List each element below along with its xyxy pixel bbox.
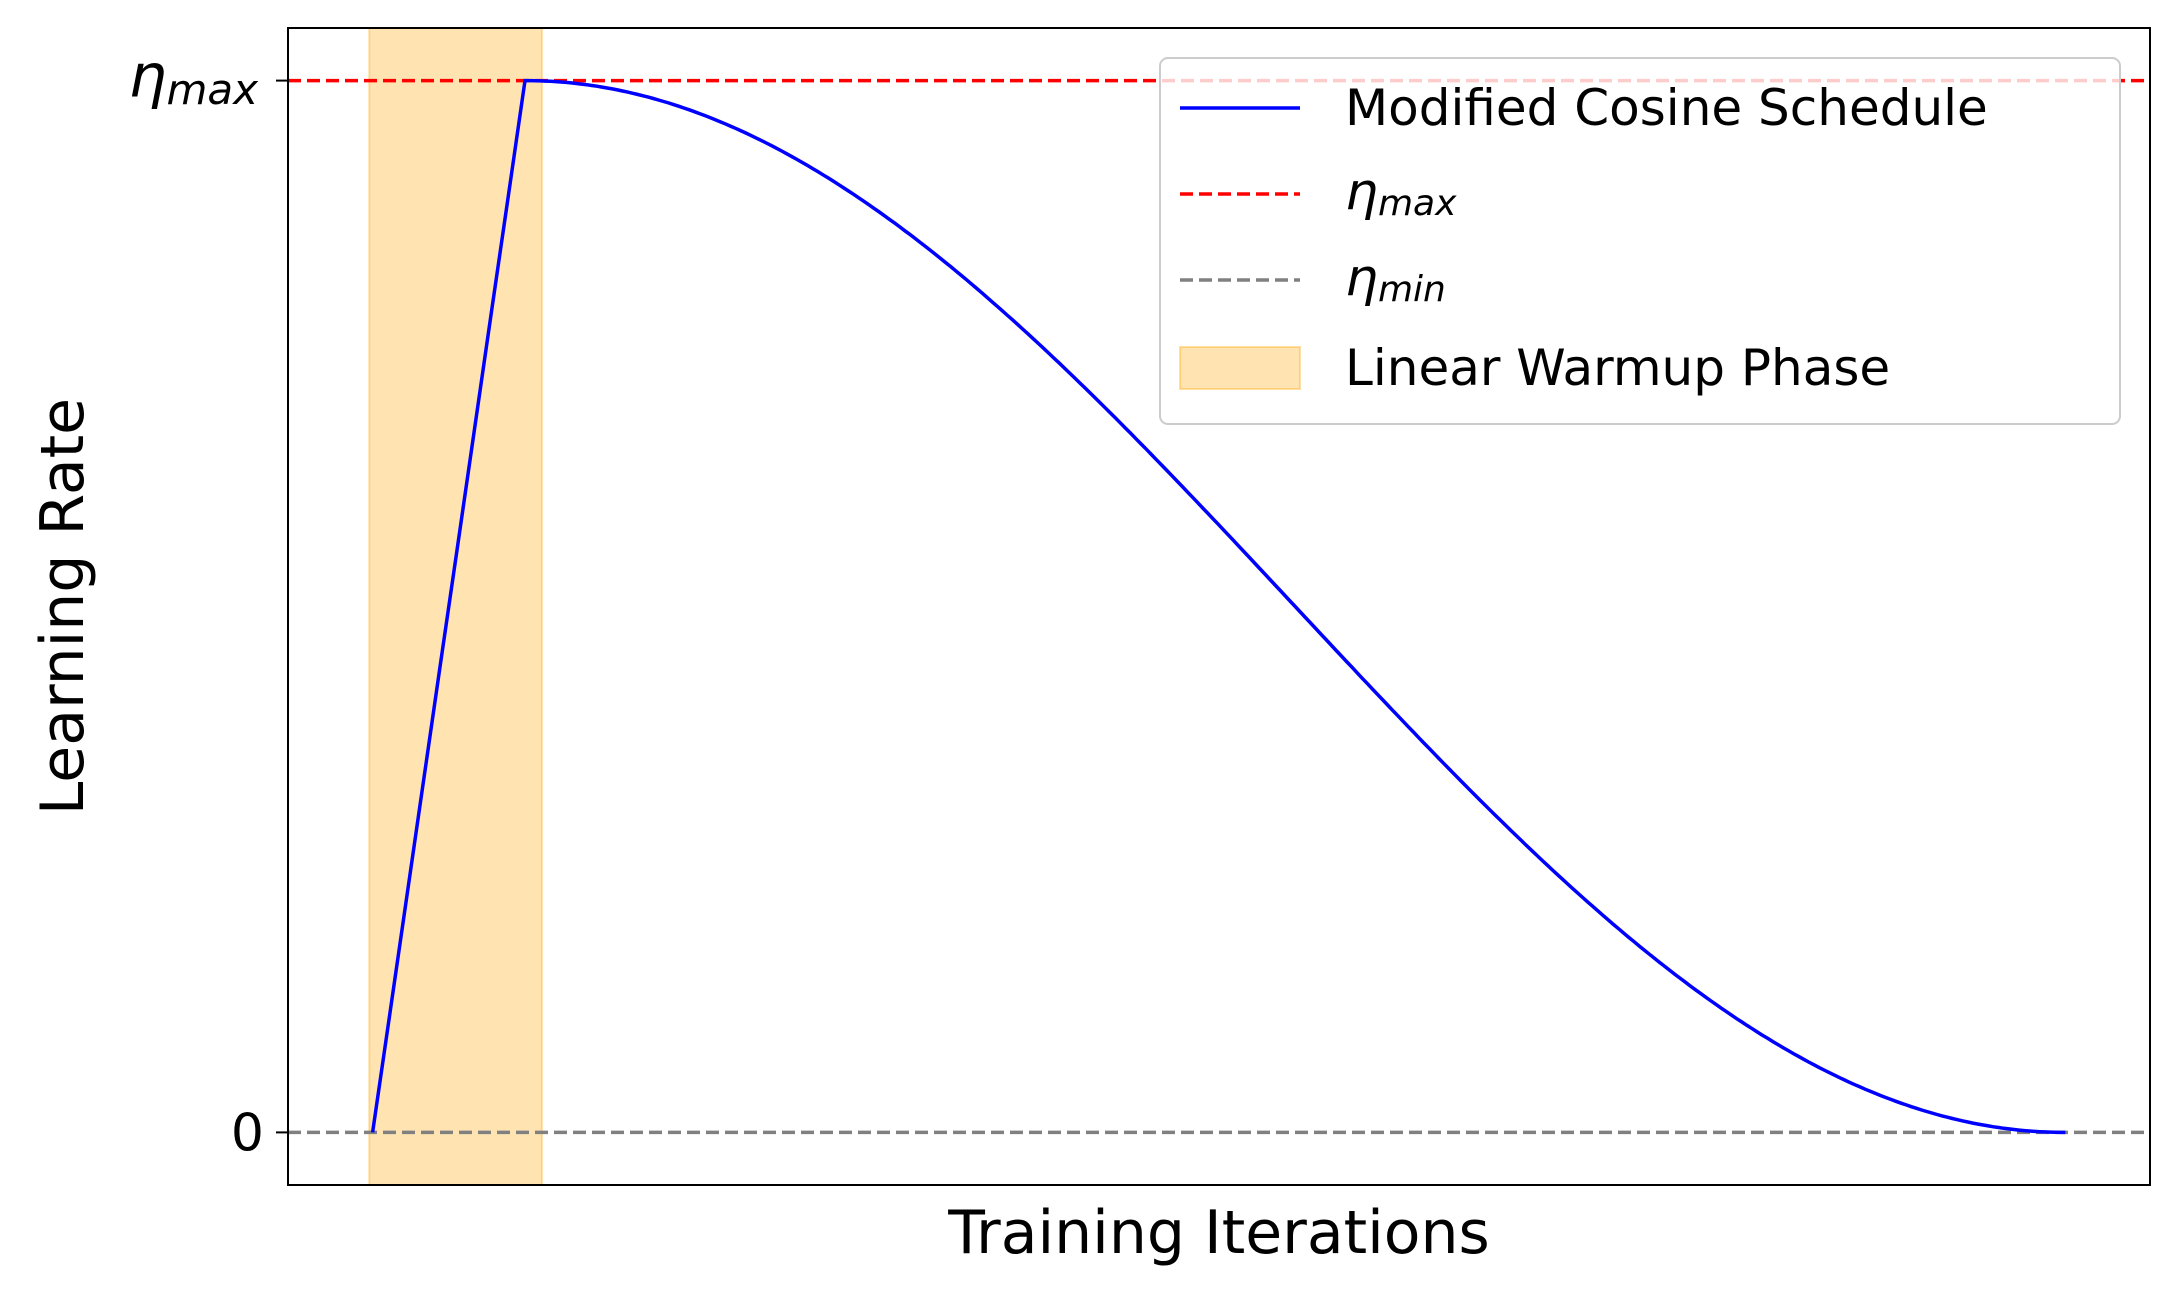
legend-handle-warmup	[1179, 346, 1301, 390]
axes: 0 ηmax Training Iterations Learning Rate	[28, 27, 2151, 1268]
y-tick-label: 0	[231, 1103, 264, 1163]
cosine-schedule-line	[370, 78, 2066, 1135]
warmup-phase-region	[368, 28, 543, 1185]
y-axis-title: Learning Rate	[28, 398, 98, 815]
legend-label-warmup: Linear Warmup Phase	[1345, 339, 1890, 397]
legend: Modified Cosine Schedule ηmax ηmin Linear W…	[1159, 57, 2121, 425]
x-axis-title: Training Iterations	[947, 1198, 1490, 1268]
legend-label-cosine: Modified Cosine Schedule	[1345, 79, 1988, 137]
plot-inner	[288, 28, 2150, 1185]
y-tick-label-eta-max: ηmax	[128, 42, 259, 114]
plot-frame	[287, 27, 2151, 1186]
legend-box	[1159, 57, 2121, 425]
legend-label-eta-max: ηmax	[1345, 162, 1457, 224]
legend-label-eta-min: ηmin	[1345, 248, 1446, 310]
plot-area	[288, 28, 2150, 1185]
